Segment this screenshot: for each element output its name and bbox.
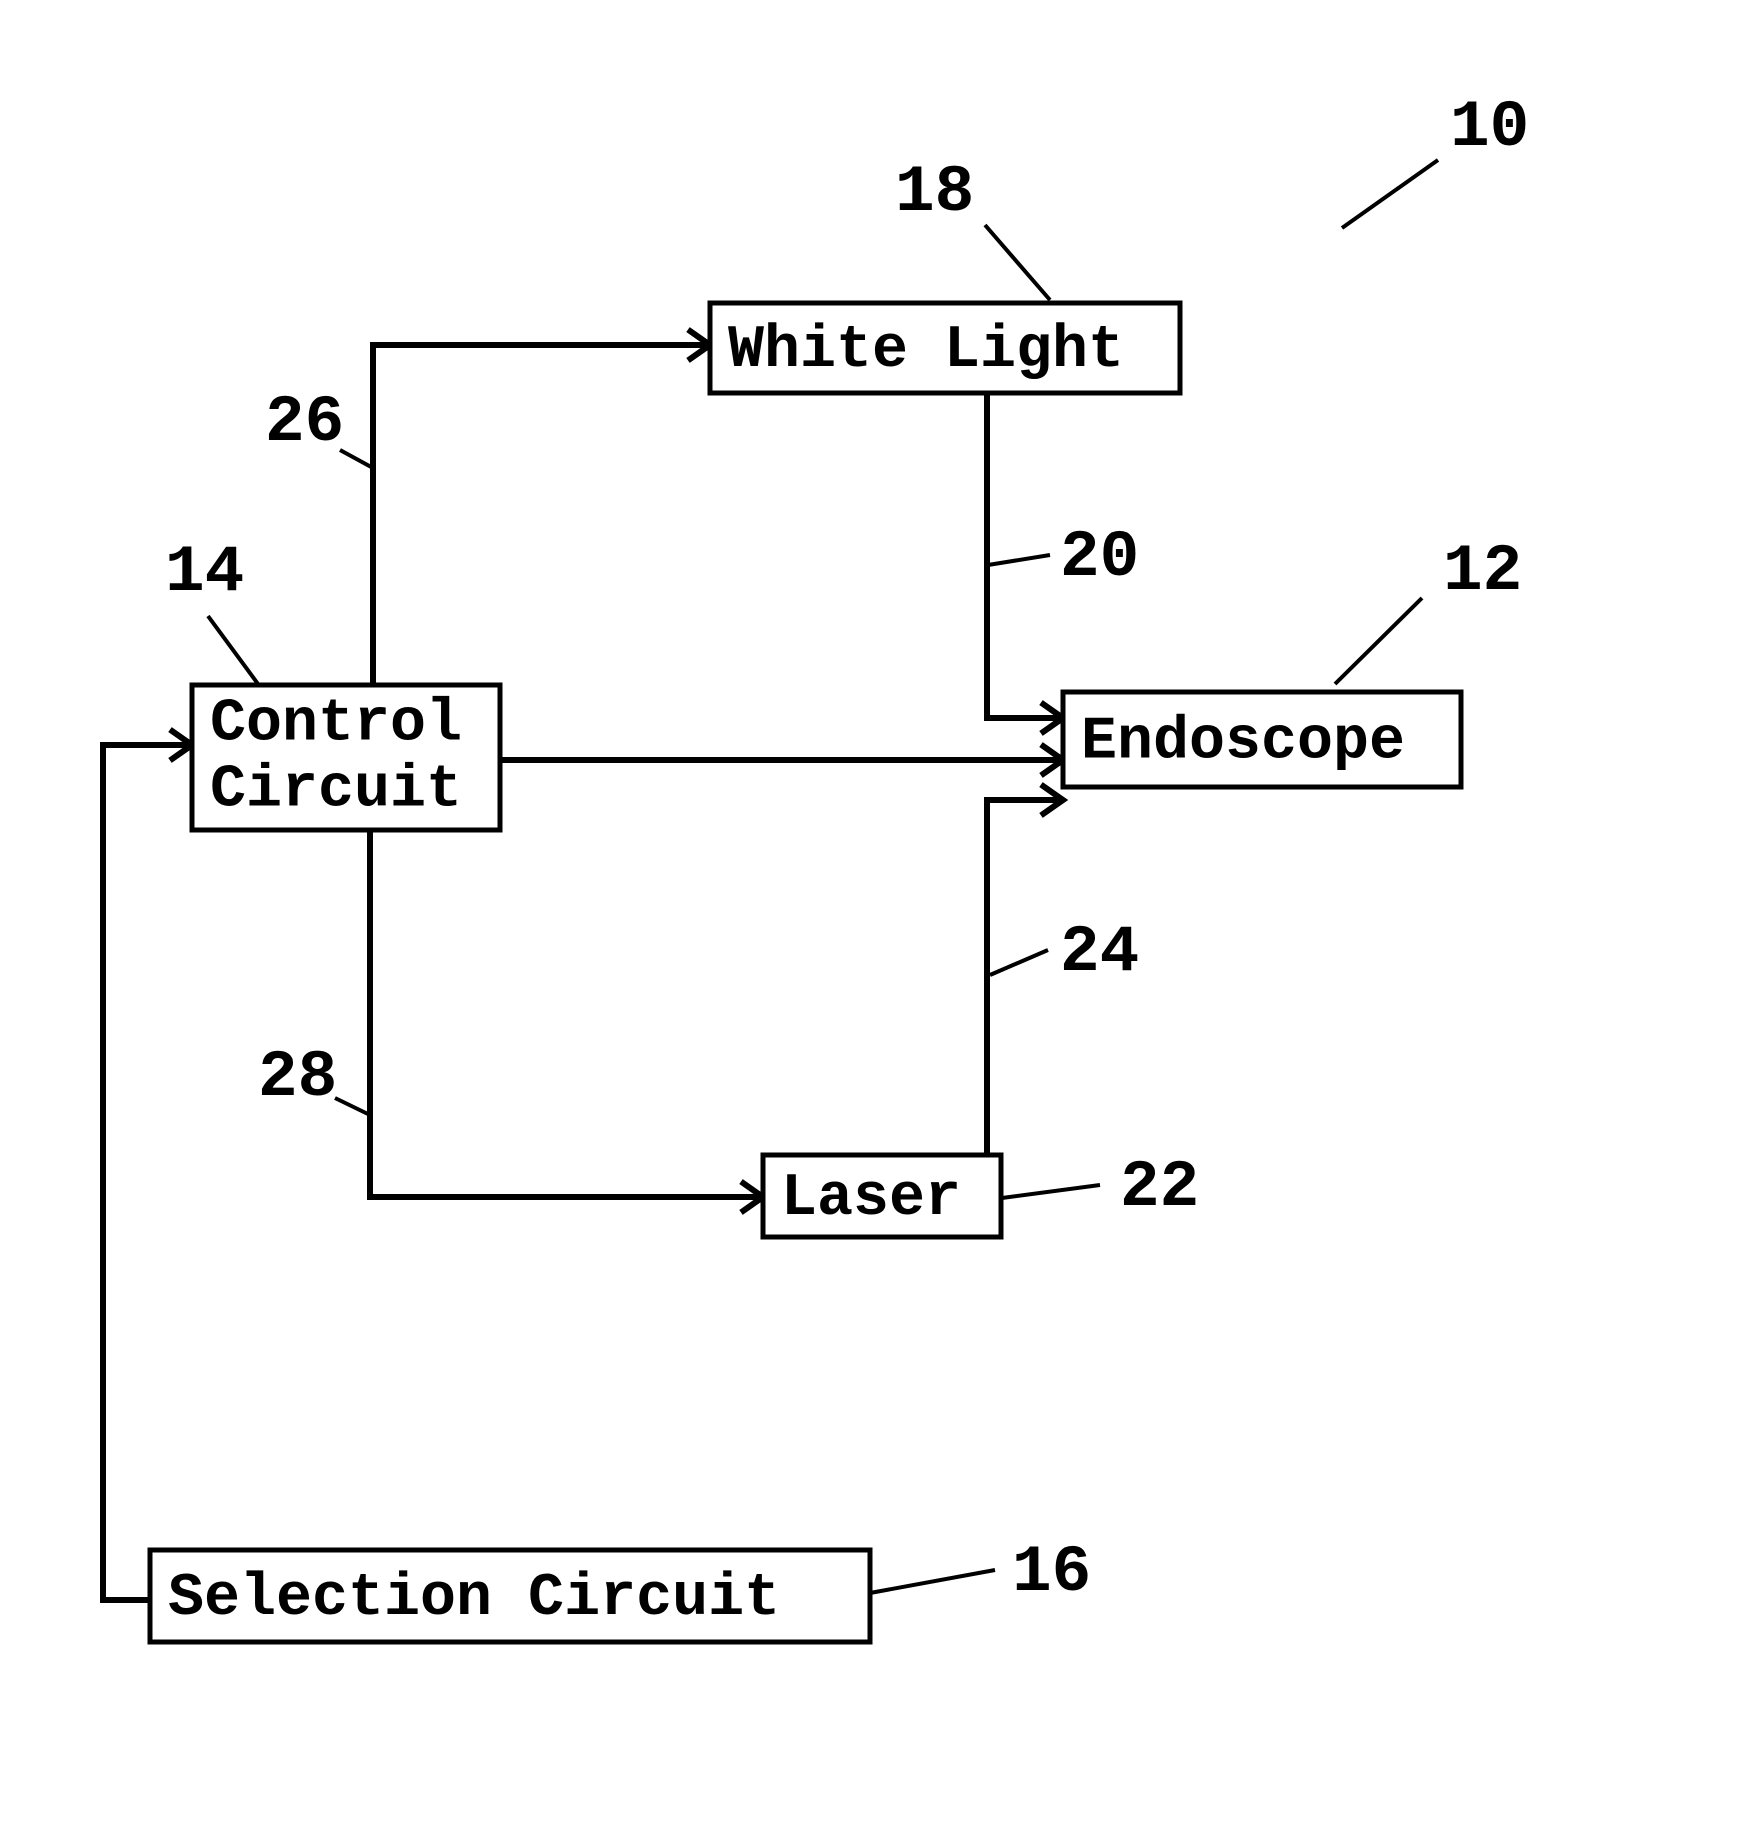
refnum-10: 10 xyxy=(1450,90,1529,165)
refnum-22: 22 xyxy=(1120,1150,1199,1225)
refnum-28: 28 xyxy=(258,1040,337,1115)
node-label-control_circuit-1: Circuit xyxy=(210,757,462,825)
node-label-white_light: White Light xyxy=(728,317,1124,385)
node-label-control_circuit-0: Control xyxy=(210,691,462,759)
node-label-selection_circuit: Selection Circuit xyxy=(168,1565,780,1633)
refnum-16: 16 xyxy=(1012,1535,1091,1610)
refnum-14: 14 xyxy=(165,535,244,610)
refnum-18: 18 xyxy=(895,155,974,230)
refnum-20: 20 xyxy=(1060,520,1139,595)
refnum-12: 12 xyxy=(1443,534,1522,609)
refnum-26: 26 xyxy=(265,385,344,460)
node-label-endoscope: Endoscope xyxy=(1081,709,1405,777)
node-label-laser: Laser xyxy=(781,1165,961,1233)
refnum-24: 24 xyxy=(1060,915,1139,990)
